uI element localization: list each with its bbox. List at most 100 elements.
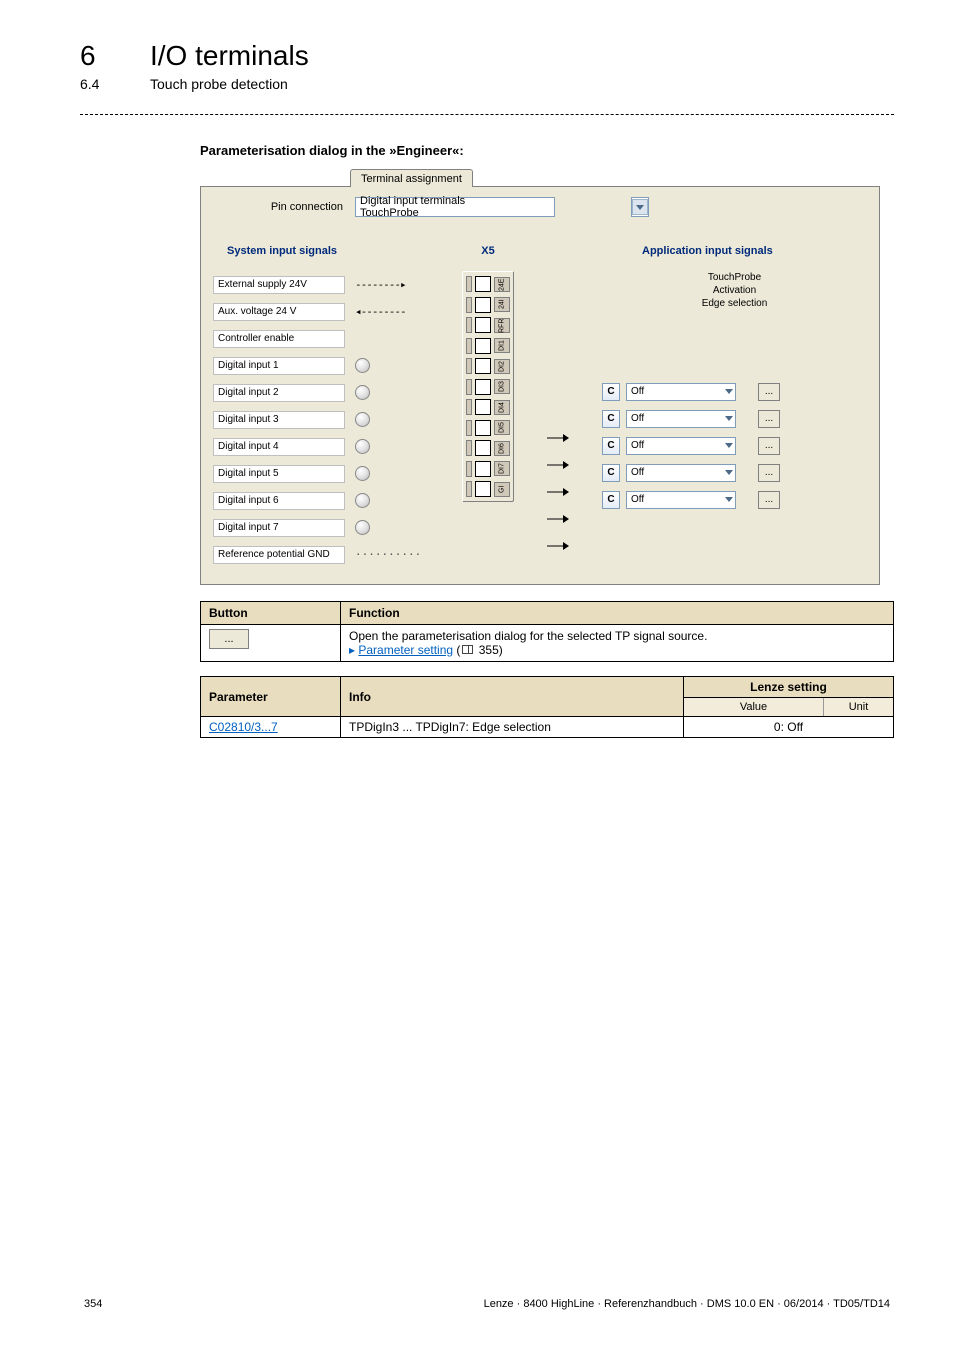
system-row: Digital input 7 bbox=[213, 514, 428, 541]
x5-pin: DI1 bbox=[466, 338, 510, 354]
x5-pin: DI3 bbox=[466, 379, 510, 395]
ellipsis-button[interactable]: ... bbox=[758, 464, 780, 482]
x5-label: DI4 bbox=[494, 400, 510, 415]
pin-connection-combo[interactable]: Digital input terminals TouchProbe bbox=[355, 197, 555, 217]
value-cell: 0: Off bbox=[684, 717, 894, 738]
chevron-down-icon bbox=[725, 389, 733, 394]
led-icon bbox=[355, 358, 370, 373]
tab-terminal-assignment[interactable]: Terminal assignment bbox=[350, 169, 473, 187]
system-input-box: Digital input 2 bbox=[213, 384, 345, 402]
app-signal-row: C Off... bbox=[602, 432, 867, 459]
ellipsis-button[interactable]: ... bbox=[758, 437, 780, 455]
x5-pad bbox=[475, 399, 491, 415]
chevron-down-icon bbox=[632, 199, 648, 215]
section-number: 6.4 bbox=[80, 76, 150, 92]
divider-line bbox=[80, 114, 894, 115]
x5-label: DI6 bbox=[494, 441, 510, 456]
system-input-box: Controller enable bbox=[213, 330, 345, 348]
edge-select[interactable]: Off bbox=[626, 410, 736, 428]
chapter-title: I/O terminals bbox=[150, 40, 309, 72]
heading-x5: X5 bbox=[481, 245, 494, 257]
chapter-number: 6 bbox=[80, 40, 150, 72]
x5-side bbox=[466, 420, 472, 436]
engineer-dialog: Terminal assignment Pin connection Digit… bbox=[200, 168, 880, 585]
x5-pin: 24E bbox=[466, 276, 510, 292]
c-button[interactable]: C bbox=[602, 491, 620, 509]
c-button[interactable]: C bbox=[602, 464, 620, 482]
ellipsis-button[interactable]: ... bbox=[209, 629, 249, 649]
heading-system-signals: System input signals bbox=[227, 245, 428, 257]
x5-connector: 24E24IRFRDI1DI2DI3DI4DI5DI6DI7GI bbox=[462, 271, 514, 502]
page-ref: ( 355) bbox=[456, 643, 502, 657]
book-icon bbox=[462, 645, 473, 654]
ellipsis-button[interactable]: ... bbox=[758, 410, 780, 428]
x5-side bbox=[466, 399, 472, 415]
system-input-box: Digital input 3 bbox=[213, 411, 345, 429]
x5-side bbox=[466, 461, 472, 477]
footer-text: Lenze · 8400 HighLine · Referenzhandbuch… bbox=[484, 1298, 890, 1310]
x5-label: 24E bbox=[494, 277, 510, 292]
system-row: Digital input 3 bbox=[213, 406, 428, 433]
x5-side bbox=[466, 338, 472, 354]
led-icon bbox=[355, 493, 370, 508]
led-icon bbox=[355, 466, 370, 481]
x5-pad bbox=[475, 338, 491, 354]
x5-pin: 24I bbox=[466, 297, 510, 313]
system-input-box: Digital input 1 bbox=[213, 357, 345, 375]
c-button[interactable]: C bbox=[602, 383, 620, 401]
app-signal-row: C Off... bbox=[602, 459, 867, 486]
system-row: Digital input 2 bbox=[213, 379, 428, 406]
param-link[interactable]: C02810/3...7 bbox=[209, 720, 278, 734]
led-icon bbox=[355, 439, 370, 454]
system-row: Digital input 6 bbox=[213, 487, 428, 514]
x5-side bbox=[466, 440, 472, 456]
edge-select[interactable]: Off bbox=[626, 383, 736, 401]
ellipsis-button[interactable]: ... bbox=[758, 491, 780, 509]
x5-pin: RFR bbox=[466, 317, 510, 333]
system-input-box: Digital input 4 bbox=[213, 438, 345, 456]
x5-pad bbox=[475, 276, 491, 292]
system-row: External supply 24V--------▸ bbox=[213, 271, 428, 298]
system-input-box: Digital input 6 bbox=[213, 492, 345, 510]
ellipsis-button[interactable]: ... bbox=[758, 383, 780, 401]
func-text: Open the parameterisation dialog for the… bbox=[349, 629, 707, 643]
system-row: Reference potential GND·········· bbox=[213, 541, 428, 568]
led-icon bbox=[355, 385, 370, 400]
x5-label: RFR bbox=[494, 318, 510, 333]
pin-connection-dropdown[interactable] bbox=[631, 197, 649, 217]
c-button[interactable]: C bbox=[602, 410, 620, 428]
x5-side bbox=[466, 358, 472, 374]
app-signal-row: C Off... bbox=[602, 486, 867, 513]
arrow-left-icon: ◂-------- bbox=[355, 305, 406, 318]
system-row: Controller enable bbox=[213, 325, 428, 352]
edge-select[interactable]: Off bbox=[626, 491, 736, 509]
system-input-box: Digital input 5 bbox=[213, 465, 345, 483]
x5-label: DI5 bbox=[494, 420, 510, 435]
arrow-right-icon bbox=[547, 424, 569, 451]
parameter-setting-link[interactable]: Parameter setting bbox=[358, 643, 453, 657]
system-row: Digital input 4 bbox=[213, 433, 428, 460]
chevron-down-icon bbox=[725, 470, 733, 475]
x5-label: DI3 bbox=[494, 379, 510, 394]
section-title: Touch probe detection bbox=[150, 76, 288, 92]
x5-label: DI1 bbox=[494, 338, 510, 353]
x5-side bbox=[466, 297, 472, 313]
chevron-down-icon bbox=[725, 497, 733, 502]
system-row: Digital input 5 bbox=[213, 460, 428, 487]
edge-select[interactable]: Off bbox=[626, 464, 736, 482]
x5-label: GI bbox=[494, 482, 510, 497]
x5-pad bbox=[475, 481, 491, 497]
dialog-caption: Parameterisation dialog in the »Engineer… bbox=[200, 143, 894, 158]
col-lenze-setting: Lenze setting bbox=[684, 677, 894, 698]
c-button[interactable]: C bbox=[602, 437, 620, 455]
button-cell: ... bbox=[201, 625, 341, 662]
col-function: Function bbox=[341, 602, 894, 625]
x5-label: DI7 bbox=[494, 461, 510, 476]
system-row: Aux. voltage 24 V◂-------- bbox=[213, 298, 428, 325]
edge-select-value: Off bbox=[631, 413, 644, 424]
edge-select[interactable]: Off bbox=[626, 437, 736, 455]
edge-select-value: Off bbox=[631, 467, 644, 478]
led-icon bbox=[355, 520, 370, 535]
link-arrow-icon: ▸ bbox=[349, 643, 358, 657]
x5-pad bbox=[475, 420, 491, 436]
